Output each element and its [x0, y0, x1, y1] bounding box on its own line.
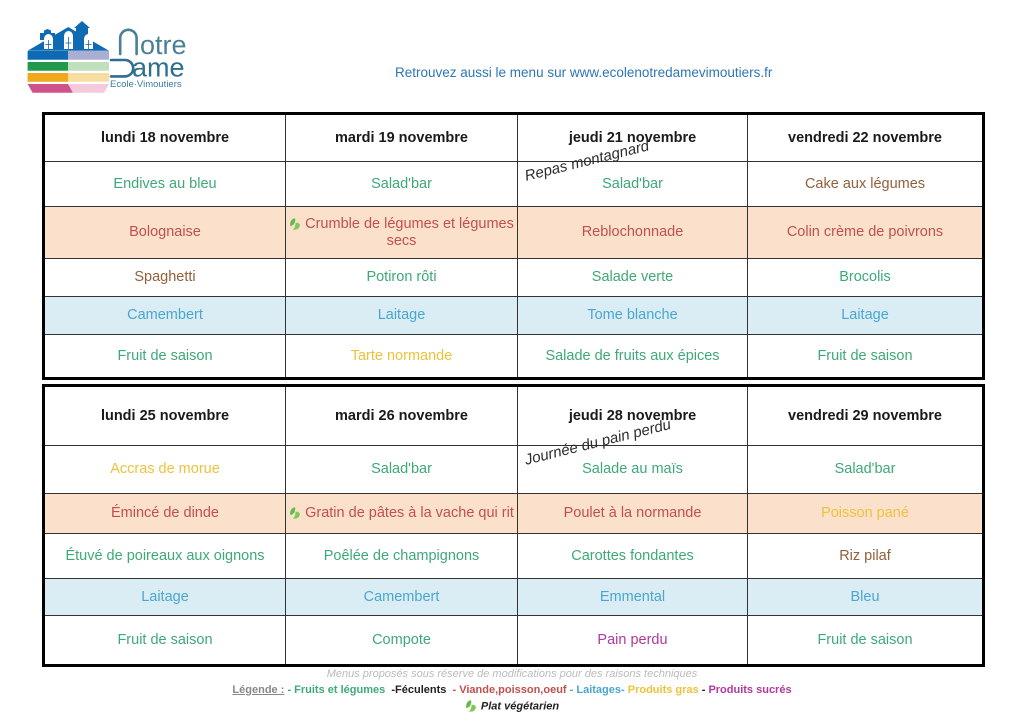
svg-text:Ecole·Vimoutiers: Ecole·Vimoutiers [110, 79, 182, 90]
svg-text:ame: ame [132, 52, 185, 82]
